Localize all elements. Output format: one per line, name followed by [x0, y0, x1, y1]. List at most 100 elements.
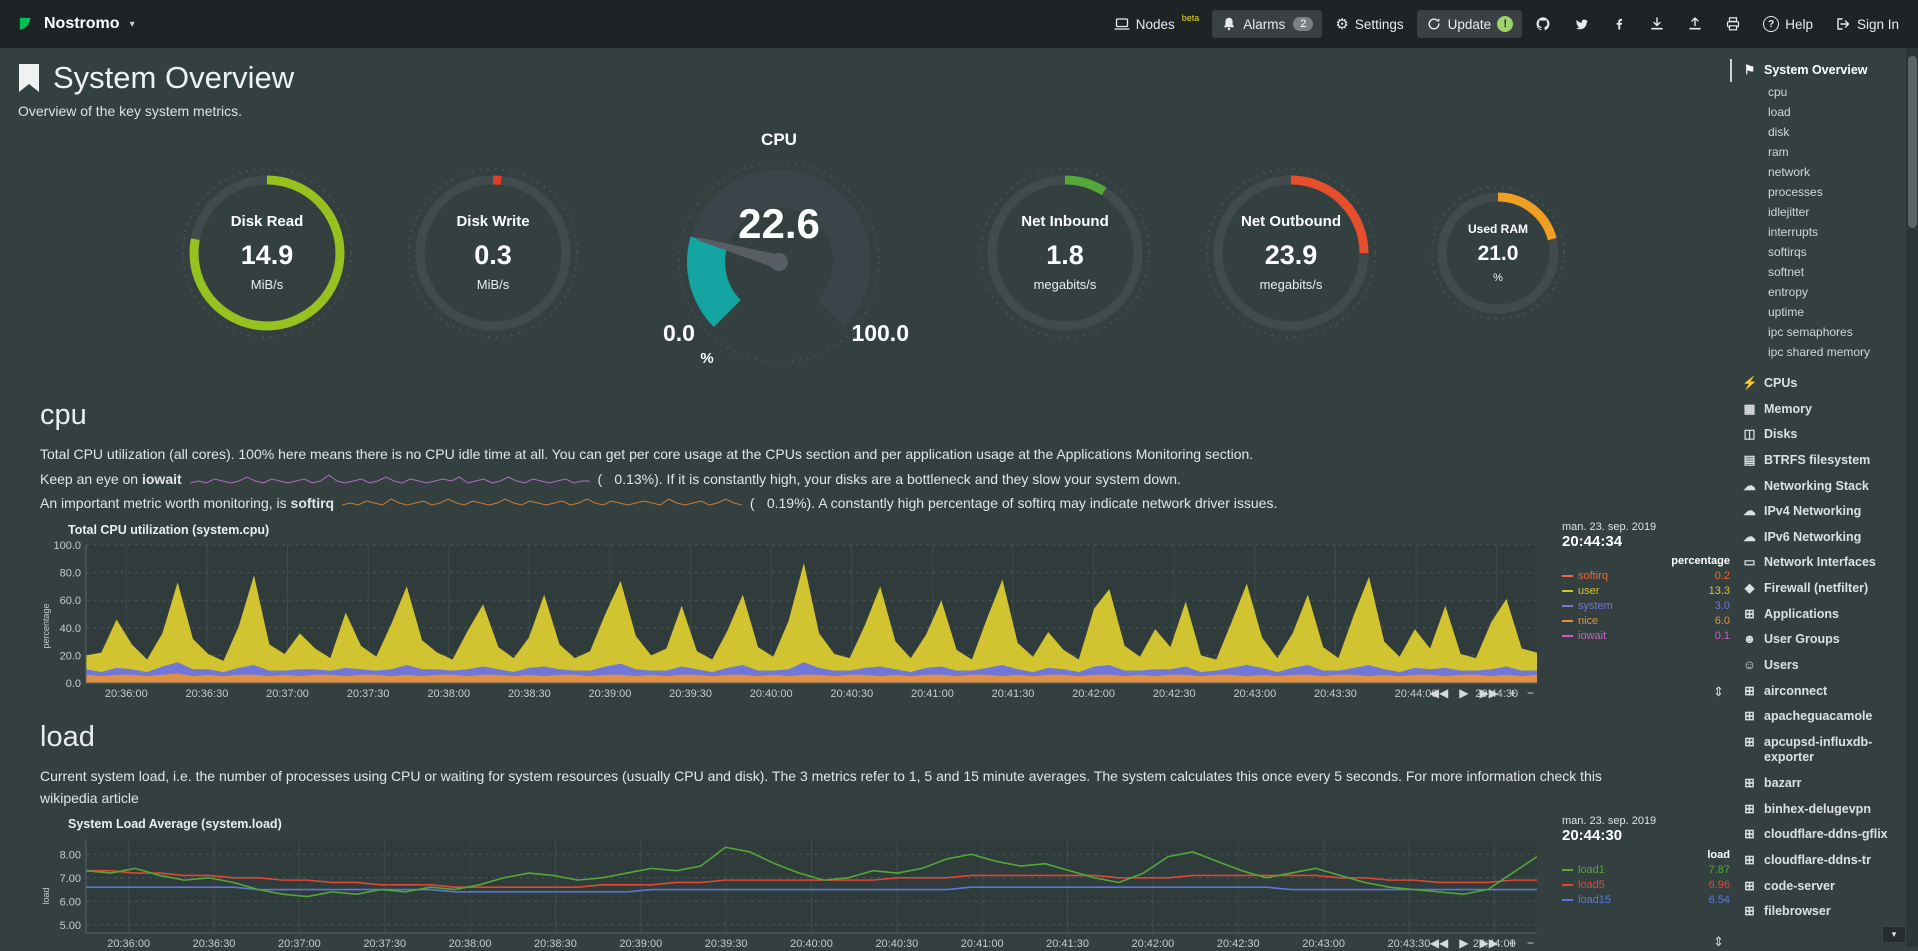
- chart-resize-handle[interactable]: ⇕: [1713, 684, 1724, 700]
- alarms-label: Alarms: [1243, 16, 1286, 32]
- sidebar-item-airconnect[interactable]: ⊞ airconnect: [1742, 679, 1902, 705]
- sidebar-item-label: Disks: [1764, 427, 1798, 442]
- sidebar-item-users[interactable]: ☺ Users: [1742, 653, 1902, 679]
- page-header: System Overview Overview of the key syst…: [18, 60, 1728, 119]
- chart-resize-handle[interactable]: ⇕: [1713, 934, 1724, 950]
- sidebar-item-btrfs-filesystem[interactable]: ▤ BTRFS filesystem: [1742, 448, 1902, 474]
- sidebar-item-cpus[interactable]: ⚡ CPUs: [1742, 371, 1902, 397]
- sidebar-item-apacheguacamole[interactable]: ⊞ apacheguacamole: [1742, 704, 1902, 730]
- chart-play-button[interactable]: ▶: [1459, 936, 1469, 951]
- wikipedia-link[interactable]: wikipedia article: [40, 789, 139, 806]
- sidebar-subitem-ipc-shared-memory[interactable]: ipc shared memory: [1768, 345, 1871, 359]
- gauge-cpu[interactable]: CPU 22.6 0.0 100.0 %: [629, 130, 929, 376]
- sidebar-item-bazarr[interactable]: ⊞ bazarr: [1742, 771, 1902, 797]
- page-scrollbar[interactable]: [1906, 48, 1918, 947]
- sidebar-item-ipv4-networking[interactable]: ☁ IPv4 Networking: [1742, 499, 1902, 525]
- gauge-net-inbound[interactable]: Net Inbound 1.8 megabits/s: [975, 163, 1155, 343]
- sidebar-item-user-groups[interactable]: ☻ User Groups: [1742, 627, 1902, 653]
- chart-zoom-in-button[interactable]: +: [1508, 686, 1516, 701]
- agent-selector[interactable]: Nostromo ▾: [18, 15, 135, 33]
- chart-zoom-out-button[interactable]: −: [1526, 686, 1534, 701]
- sidebar-item-network-interfaces[interactable]: ▭ Network Interfaces: [1742, 550, 1902, 576]
- sidebar-subitem-disk[interactable]: disk: [1768, 125, 1790, 139]
- legend-item-softirq[interactable]: softirq 0.2: [1562, 570, 1730, 582]
- legend-item-load1[interactable]: load1 7.87: [1562, 864, 1730, 876]
- cpu-chart-plot[interactable]: 20:36:00 20:36:30 20:37:00 20:37:30 20:38:00…: [40, 539, 1545, 701]
- signin-button[interactable]: Sign In: [1826, 10, 1908, 38]
- sidebar-item-cloudflare-ddns-gflix[interactable]: ⊞ cloudflare-ddns-gflix: [1742, 822, 1902, 848]
- sidebar-item-memory[interactable]: ▦ Memory: [1742, 397, 1902, 423]
- chart-pan-left-button[interactable]: ◀◀: [1429, 686, 1449, 701]
- sidebar-item-networking-stack[interactable]: ☁ Networking Stack: [1742, 474, 1902, 500]
- alarms-button[interactable]: Alarms 2: [1212, 10, 1323, 38]
- legend-item-user[interactable]: user 13.3: [1562, 585, 1730, 597]
- sidebar-item-disks[interactable]: ◫ Disks: [1742, 422, 1902, 448]
- chart-pan-right-button[interactable]: ▶▶: [1479, 936, 1498, 951]
- beta-badge: beta: [1181, 13, 1200, 23]
- legend-item-system[interactable]: system 3.0: [1562, 600, 1730, 612]
- sidebar-subitem-idlejitter[interactable]: idlejitter: [1768, 205, 1810, 219]
- sidebar-item-applications[interactable]: ⊞ Applications: [1742, 602, 1902, 628]
- sidebar-item-code-server[interactable]: ⊞ code-server: [1742, 874, 1902, 900]
- load-chart-plot[interactable]: 20:36:00 20:36:30 20:37:00 20:37:30 20:38:00…: [40, 833, 1545, 951]
- gauge-disk-write[interactable]: Disk Write 0.3 MiB/s: [403, 163, 583, 343]
- export-button[interactable]: [1678, 10, 1712, 38]
- sidebar-item-firewall-netfilter-[interactable]: ◆ Firewall (netfilter): [1742, 576, 1902, 602]
- legend-item-load15[interactable]: load15 6.54: [1562, 894, 1730, 906]
- sidebar-subitem-softirqs[interactable]: softirqs: [1768, 245, 1807, 259]
- sidebar-item-cloudflare-ddns-tr[interactable]: ⊞ cloudflare-ddns-tr: [1742, 848, 1902, 874]
- sidebar-subitem-cpu[interactable]: cpu: [1768, 85, 1788, 99]
- chart-pan-left-button[interactable]: ◀◀: [1429, 936, 1449, 951]
- legend-item-load5[interactable]: load5 6.96: [1562, 879, 1730, 891]
- sidebar-subitem-softnet[interactable]: softnet: [1768, 265, 1805, 279]
- legend-item-nice[interactable]: nice 6.0: [1562, 615, 1730, 627]
- update-button[interactable]: Update !: [1416, 10, 1523, 38]
- sidebar-item-system-overview[interactable]: ⚑ System Overview: [1730, 59, 1902, 82]
- section-heading-cpu[interactable]: cpu: [40, 399, 87, 431]
- gauge-net-outbound[interactable]: Net Outbound 23.9 megabits/s: [1201, 163, 1381, 343]
- scrollbar-thumb[interactable]: [1907, 56, 1917, 228]
- twitter-button[interactable]: [1564, 10, 1598, 38]
- iowait-sparkline[interactable]: [189, 471, 590, 487]
- help-button[interactable]: ? Help: [1754, 10, 1822, 38]
- sidebar-subitem-processes[interactable]: processes: [1768, 185, 1823, 199]
- chart-pan-right-button[interactable]: ▶▶: [1479, 686, 1498, 701]
- chart-zoom-in-button[interactable]: +: [1508, 936, 1516, 951]
- sidebar-subitem-ram[interactable]: ram: [1768, 145, 1789, 159]
- sidebar-subitem-ipc-semaphores[interactable]: ipc semaphores: [1768, 325, 1853, 339]
- sidebar-subitem-network[interactable]: network: [1768, 165, 1811, 179]
- sidebar-item-filebrowser[interactable]: ⊞ filebrowser: [1742, 899, 1902, 925]
- sidebar-subitem-uptime[interactable]: uptime: [1768, 305, 1805, 319]
- sidebar-item-binhex-delugevpn[interactable]: ⊞ binhex-delugevpn: [1742, 797, 1902, 823]
- grid-icon: ⊞: [1744, 827, 1755, 842]
- legend-series-name: nice: [1578, 615, 1599, 628]
- github-button[interactable]: [1526, 10, 1560, 38]
- facebook-button[interactable]: [1602, 10, 1636, 38]
- import-button[interactable]: [1640, 10, 1674, 38]
- sidebar-subitem-entropy[interactable]: entropy: [1768, 285, 1809, 299]
- svg-text:60.0: 60.0: [60, 595, 81, 607]
- sidebar-subitem-load[interactable]: load: [1768, 105, 1791, 119]
- settings-button[interactable]: ⚙ Settings: [1326, 11, 1412, 38]
- gauge-title: Disk Read: [230, 213, 304, 230]
- grid-icon: ⊞: [1744, 734, 1755, 749]
- svg-text:20:39:00: 20:39:00: [619, 938, 662, 950]
- sidebar-item-label: cloudflare-ddns-gflix: [1764, 827, 1888, 842]
- topbar: Nostromo ▾ Nodes beta Alarms 2 ⚙ Setting…: [0, 0, 1918, 48]
- sidebar-item-label: Applications: [1764, 606, 1840, 621]
- sidebar-subitem-interrupts[interactable]: interrupts: [1768, 225, 1819, 239]
- softirq-sparkline[interactable]: [341, 495, 743, 511]
- chart-play-button[interactable]: ▶: [1459, 686, 1469, 701]
- gauge-disk-read[interactable]: Disk Read 14.9 MiB/s: [177, 163, 357, 343]
- sidebar-item-apcupsd-influxdb-exporter[interactable]: ⊞ apcupsd-influxdb-exporter: [1742, 730, 1902, 771]
- gauge-used-ram[interactable]: Used RAM 21.0 %: [1427, 182, 1569, 324]
- caret-down-icon: ▾: [129, 18, 135, 30]
- section-heading-load[interactable]: load: [40, 721, 95, 754]
- chart-zoom-out-button[interactable]: −: [1526, 936, 1534, 951]
- iowait-keyword: iowait: [141, 470, 182, 487]
- legend-item-iowait[interactable]: iowait 0.1: [1562, 630, 1730, 642]
- sidebar-expand-button[interactable]: ▾: [1882, 926, 1906, 943]
- print-button[interactable]: [1716, 10, 1750, 38]
- nodes-button[interactable]: Nodes beta: [1105, 10, 1209, 38]
- sidebar-item-ipv6-networking[interactable]: ☁ IPv6 Networking: [1742, 525, 1902, 551]
